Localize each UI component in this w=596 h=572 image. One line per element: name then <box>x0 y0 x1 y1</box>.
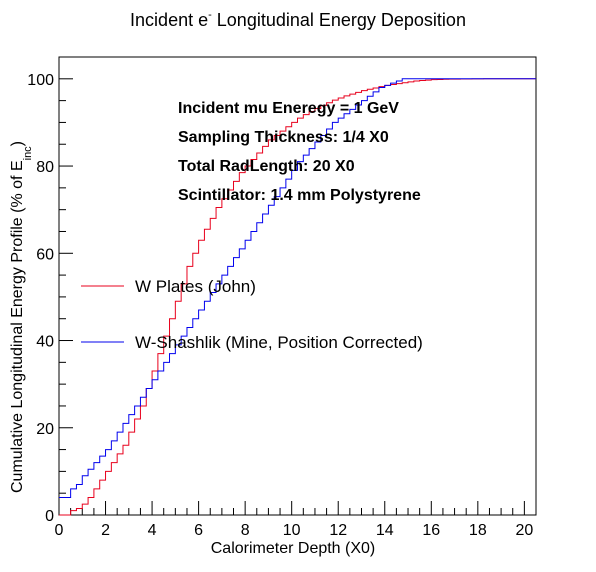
x-tick-label: 8 <box>241 522 250 539</box>
x-tick-label: 10 <box>283 522 301 539</box>
y-tick-label: 0 <box>45 508 54 525</box>
series-line-w-shashlik <box>59 78 536 499</box>
x-tick-label: 12 <box>329 522 347 539</box>
x-axis-label: Calorimeter Depth (X0) <box>211 540 376 557</box>
x-tick-label: 4 <box>148 522 157 539</box>
y-axis-label: Cumulative Longitudinal Energy Profile (… <box>9 141 34 493</box>
y-tick-label: 40 <box>36 334 54 351</box>
y-axis: 0 20 40 60 80 100 <box>27 56 73 525</box>
x-tick-label: 6 <box>194 522 203 539</box>
y-tick-label: 20 <box>36 421 54 438</box>
x-tick-label: 18 <box>469 522 487 539</box>
legend: W Plates (John) W-Shashlik (Mine, Positi… <box>81 277 423 352</box>
annotation-scintillator: Scintillator: 1.4 mm Polystyrene <box>178 187 421 204</box>
y-tick-label: 100 <box>27 72 54 89</box>
annotation-energy: Incident mu Eneregy = 1 GeV <box>178 100 399 117</box>
x-tick-label: 14 <box>376 522 394 539</box>
x-tick-label: 0 <box>55 522 64 539</box>
plot-frame <box>58 56 537 516</box>
series-line-w-plates <box>59 78 536 516</box>
x-tick-label: 16 <box>422 522 440 539</box>
annotation-sampling: Sampling Thickness: 1/4 X0 <box>178 129 389 146</box>
legend-label-w-shashlik: W-Shashlik (Mine, Position Corrected) <box>135 333 423 352</box>
svg-text:Cumulative Longitudinal Energy: Cumulative Longitudinal Energy Profile (… <box>9 141 34 493</box>
chart-title: Incident e- Longitudinal Energy Depositi… <box>130 9 466 30</box>
x-tick-label: 2 <box>101 522 110 539</box>
y-tick-label: 60 <box>36 246 54 263</box>
legend-label-w-plates: W Plates (John) <box>135 277 256 296</box>
x-tick-label: 20 <box>515 522 533 539</box>
x-axis: 0 2 4 6 8 10 12 14 16 18 20 <box>55 501 533 539</box>
series-layer <box>59 78 536 516</box>
y-tick-label: 80 <box>36 159 54 176</box>
annotation-radlength: Total RadLength: 20 X0 <box>178 158 355 175</box>
